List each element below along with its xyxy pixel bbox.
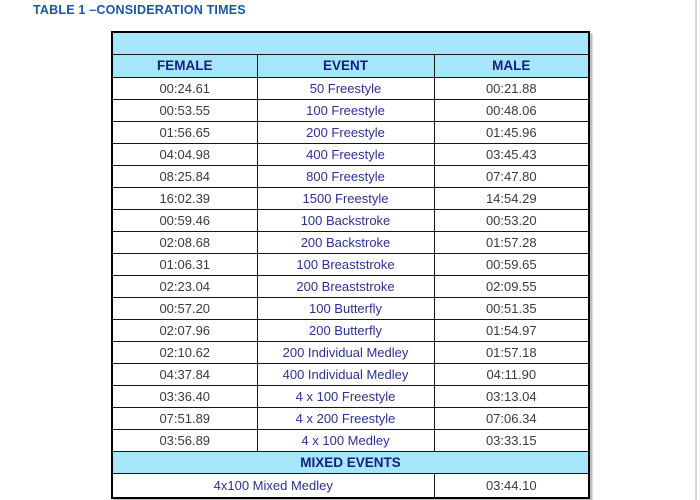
mixed-events-header: MIXED EVENTS: [111, 451, 590, 474]
event-cell: 200 Backstroke: [256, 231, 435, 254]
male-time-cell: 04:11.90: [433, 363, 590, 386]
male-time-cell: 03:13.04: [433, 385, 590, 408]
event-cell: 200 Freestyle: [256, 121, 435, 144]
male-time-cell: 07:47.80: [433, 165, 590, 188]
male-time-cell: 01:45.96: [433, 121, 590, 144]
female-time-cell: 08:25.84: [111, 165, 258, 188]
page-edge-divider: [695, 0, 697, 500]
event-cell: 100 Freestyle: [256, 99, 435, 122]
male-time-cell: 03:33.15: [433, 429, 590, 452]
mixed-event-cell: 4x100 Mixed Medley: [111, 473, 435, 499]
table-body: 00:24.61 50 Freestyle 00:21.88 00:53.55 …: [111, 77, 590, 452]
mixed-male-time-cell: 03:44.10: [433, 473, 590, 499]
female-time-cell: 01:06.31: [111, 253, 258, 276]
female-time-cell: 07:51.89: [111, 407, 258, 430]
column-header-event: EVENT: [256, 54, 435, 78]
table-header-row: FEMALE EVENT MALE: [111, 54, 590, 78]
table-row: 00:57.20 100 Butterfly 00:51.35: [111, 297, 590, 320]
table-row: 04:04.98 400 Freestyle 03:45.43: [111, 143, 590, 166]
column-header-female: FEMALE: [111, 54, 258, 78]
mixed-events-header-row: MIXED EVENTS: [111, 451, 590, 474]
page-title: TABLE 1 –CONSIDERATION TIMES: [33, 3, 246, 17]
event-cell: 100 Breaststroke: [256, 253, 435, 276]
event-cell: 400 Individual Medley: [256, 363, 435, 386]
male-time-cell: 03:45.43: [433, 143, 590, 166]
female-time-cell: 04:37.84: [111, 363, 258, 386]
event-cell: 1500 Freestyle: [256, 187, 435, 210]
table-row: 02:10.62 200 Individual Medley 01:57.18: [111, 341, 590, 364]
table-row: 00:24.61 50 Freestyle 00:21.88: [111, 77, 590, 100]
consideration-times-table: FEMALE EVENT MALE 00:24.61 50 Freestyle …: [111, 31, 591, 499]
event-cell: 100 Butterfly: [256, 297, 435, 320]
table-row: 01:56.65 200 Freestyle 01:45.96: [111, 121, 590, 144]
top-band-cell: [111, 31, 590, 55]
event-cell: 200 Breaststroke: [256, 275, 435, 298]
table-row: 02:07.96 200 Butterfly 01:54.97: [111, 319, 590, 342]
table-head-section: FEMALE EVENT MALE: [111, 31, 590, 78]
male-time-cell: 01:54.97: [433, 319, 590, 342]
table-row: 03:36.40 4 x 100 Freestyle 03:13.04: [111, 385, 590, 408]
event-cell: 400 Freestyle: [256, 143, 435, 166]
event-cell: 4 x 100 Medley: [256, 429, 435, 452]
event-cell: 4 x 100 Freestyle: [256, 385, 435, 408]
event-cell: 100 Backstroke: [256, 209, 435, 232]
table-row: 02:23.04 200 Breaststroke 02:09.55: [111, 275, 590, 298]
table-wrapper: FEMALE EVENT MALE 00:24.61 50 Freestyle …: [111, 31, 591, 499]
female-time-cell: 01:56.65: [111, 121, 258, 144]
mixed-events-row: 4x100 Mixed Medley 03:44.10: [111, 473, 590, 499]
table-row: 04:37.84 400 Individual Medley 04:11.90: [111, 363, 590, 386]
male-time-cell: 14:54.29: [433, 187, 590, 210]
male-time-cell: 02:09.55: [433, 275, 590, 298]
female-time-cell: 04:04.98: [111, 143, 258, 166]
event-cell: 800 Freestyle: [256, 165, 435, 188]
female-time-cell: 03:56.89: [111, 429, 258, 452]
event-cell: 4 x 200 Freestyle: [256, 407, 435, 430]
female-time-cell: 00:57.20: [111, 297, 258, 320]
table-top-band: [111, 31, 590, 55]
male-time-cell: 07:06.34: [433, 407, 590, 430]
table-row: 07:51.89 4 x 200 Freestyle 07:06.34: [111, 407, 590, 430]
female-time-cell: 02:07.96: [111, 319, 258, 342]
female-time-cell: 02:10.62: [111, 341, 258, 364]
table-row: 00:59.46 100 Backstroke 00:53.20: [111, 209, 590, 232]
male-time-cell: 00:51.35: [433, 297, 590, 320]
table-row: 08:25.84 800 Freestyle 07:47.80: [111, 165, 590, 188]
male-time-cell: 00:53.20: [433, 209, 590, 232]
female-time-cell: 02:23.04: [111, 275, 258, 298]
event-cell: 200 Individual Medley: [256, 341, 435, 364]
female-time-cell: 02:08.68: [111, 231, 258, 254]
male-time-cell: 00:59.65: [433, 253, 590, 276]
female-time-cell: 00:53.55: [111, 99, 258, 122]
table-row: 01:06.31 100 Breaststroke 00:59.65: [111, 253, 590, 276]
table-row: 03:56.89 4 x 100 Medley 03:33.15: [111, 429, 590, 452]
mixed-events-section: MIXED EVENTS 4x100 Mixed Medley 03:44.10: [111, 451, 590, 499]
female-time-cell: 03:36.40: [111, 385, 258, 408]
male-time-cell: 01:57.28: [433, 231, 590, 254]
table-row: 00:53.55 100 Freestyle 00:48.06: [111, 99, 590, 122]
male-time-cell: 01:57.18: [433, 341, 590, 364]
table-row: 02:08.68 200 Backstroke 01:57.28: [111, 231, 590, 254]
female-time-cell: 00:59.46: [111, 209, 258, 232]
event-cell: 200 Butterfly: [256, 319, 435, 342]
column-header-male: MALE: [433, 54, 590, 78]
male-time-cell: 00:48.06: [433, 99, 590, 122]
female-time-cell: 16:02.39: [111, 187, 258, 210]
female-time-cell: 00:24.61: [111, 77, 258, 100]
event-cell: 50 Freestyle: [256, 77, 435, 100]
table-row: 16:02.39 1500 Freestyle 14:54.29: [111, 187, 590, 210]
male-time-cell: 00:21.88: [433, 77, 590, 100]
